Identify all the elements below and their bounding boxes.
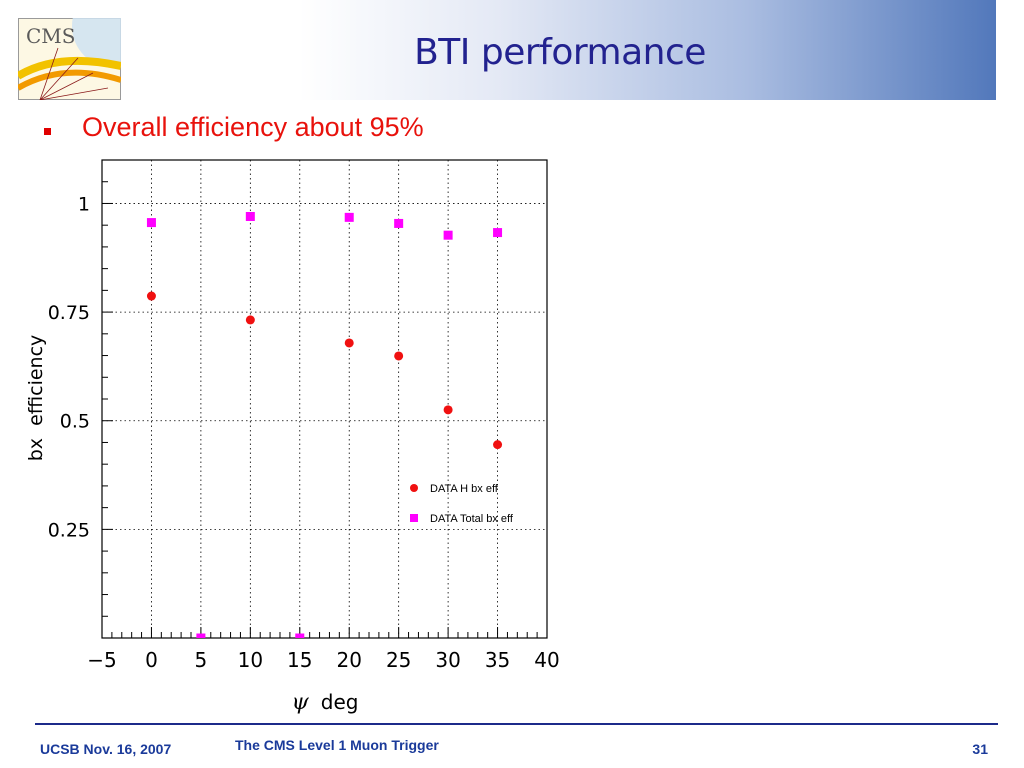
chart-background [20,143,565,721]
x-tick-label: 0 [145,648,158,672]
axis-labels: bx efficiency ψ deg [25,335,358,715]
data-point-circle [245,315,255,325]
plot-frame [101,159,548,639]
x-tick-label: 25 [386,648,411,672]
y-tick-label: 0.5 [60,411,90,433]
footer-talk-title: The CMS Level 1 Muon Trigger [235,737,439,753]
data-point-square [146,218,156,228]
x-tick-label: 35 [485,648,510,672]
slide-title: BTI performance [414,32,706,73]
logo-blue-arc [72,18,121,68]
legend-marker-circle [410,484,418,492]
x-tick-label: 10 [238,648,263,672]
bullet-marker [44,128,51,135]
logo-yellow-arc [18,56,121,80]
data-point-square [295,633,305,638]
page-number: 31 [972,741,988,757]
logo-tracks [39,47,109,100]
data-point-square [344,212,354,222]
x-tick-label: 40 [534,648,559,672]
data-point-circle [443,405,453,415]
y-tick-label: 0.75 [48,302,90,324]
data-point-circle [344,338,354,348]
data-point-circle [493,440,503,450]
legend-label: DATA Total bx eff [430,513,514,525]
cms-logo: CMS [18,18,121,100]
x-tick-label: −5 [87,648,116,672]
x-tick-label: 15 [287,648,312,672]
axis-ticks [101,159,548,639]
data-point-circle [394,351,404,361]
x-axis-label-unit: deg [321,690,359,714]
header-band [0,0,996,100]
logo-text: CMS [26,24,75,48]
y-tick-label: 0.25 [48,519,90,541]
data-point-square [443,230,453,240]
y-tick-label: 1 [78,193,90,215]
data-point-circle [146,291,156,301]
legend: DATA H bx eff DATA Total bx eff [410,483,514,525]
efficiency-chart: −5 0 5 10 15 20 25 30 35 40 0.25 0.5 0.75 1 bx effici… [20,143,565,721]
logo-orange-arc [18,69,121,91]
data-point-square [196,633,206,638]
x-tick-label: 20 [336,648,361,672]
x-axis-label: ψ deg [292,690,359,715]
footer-rule [35,723,998,725]
tick-labels: −5 0 5 10 15 20 25 30 35 40 0.25 0.5 0.75 1 [48,193,560,672]
data-point-square [245,211,255,221]
x-tick-label: 30 [435,648,460,672]
legend-marker-square [410,514,418,522]
x-axis-label-symbol: ψ [292,690,310,715]
grid-lines [102,160,547,638]
data-point-square [394,218,404,228]
data-markers [146,211,503,638]
data-point-square [493,228,503,238]
bullet-text: Overall efficiency about 95% [82,112,424,142]
footer-date: UCSB Nov. 16, 2007 [40,741,172,757]
legend-label: DATA H bx eff [430,483,499,495]
y-axis-label: bx efficiency [25,335,47,462]
x-tick-label: 5 [195,648,208,672]
